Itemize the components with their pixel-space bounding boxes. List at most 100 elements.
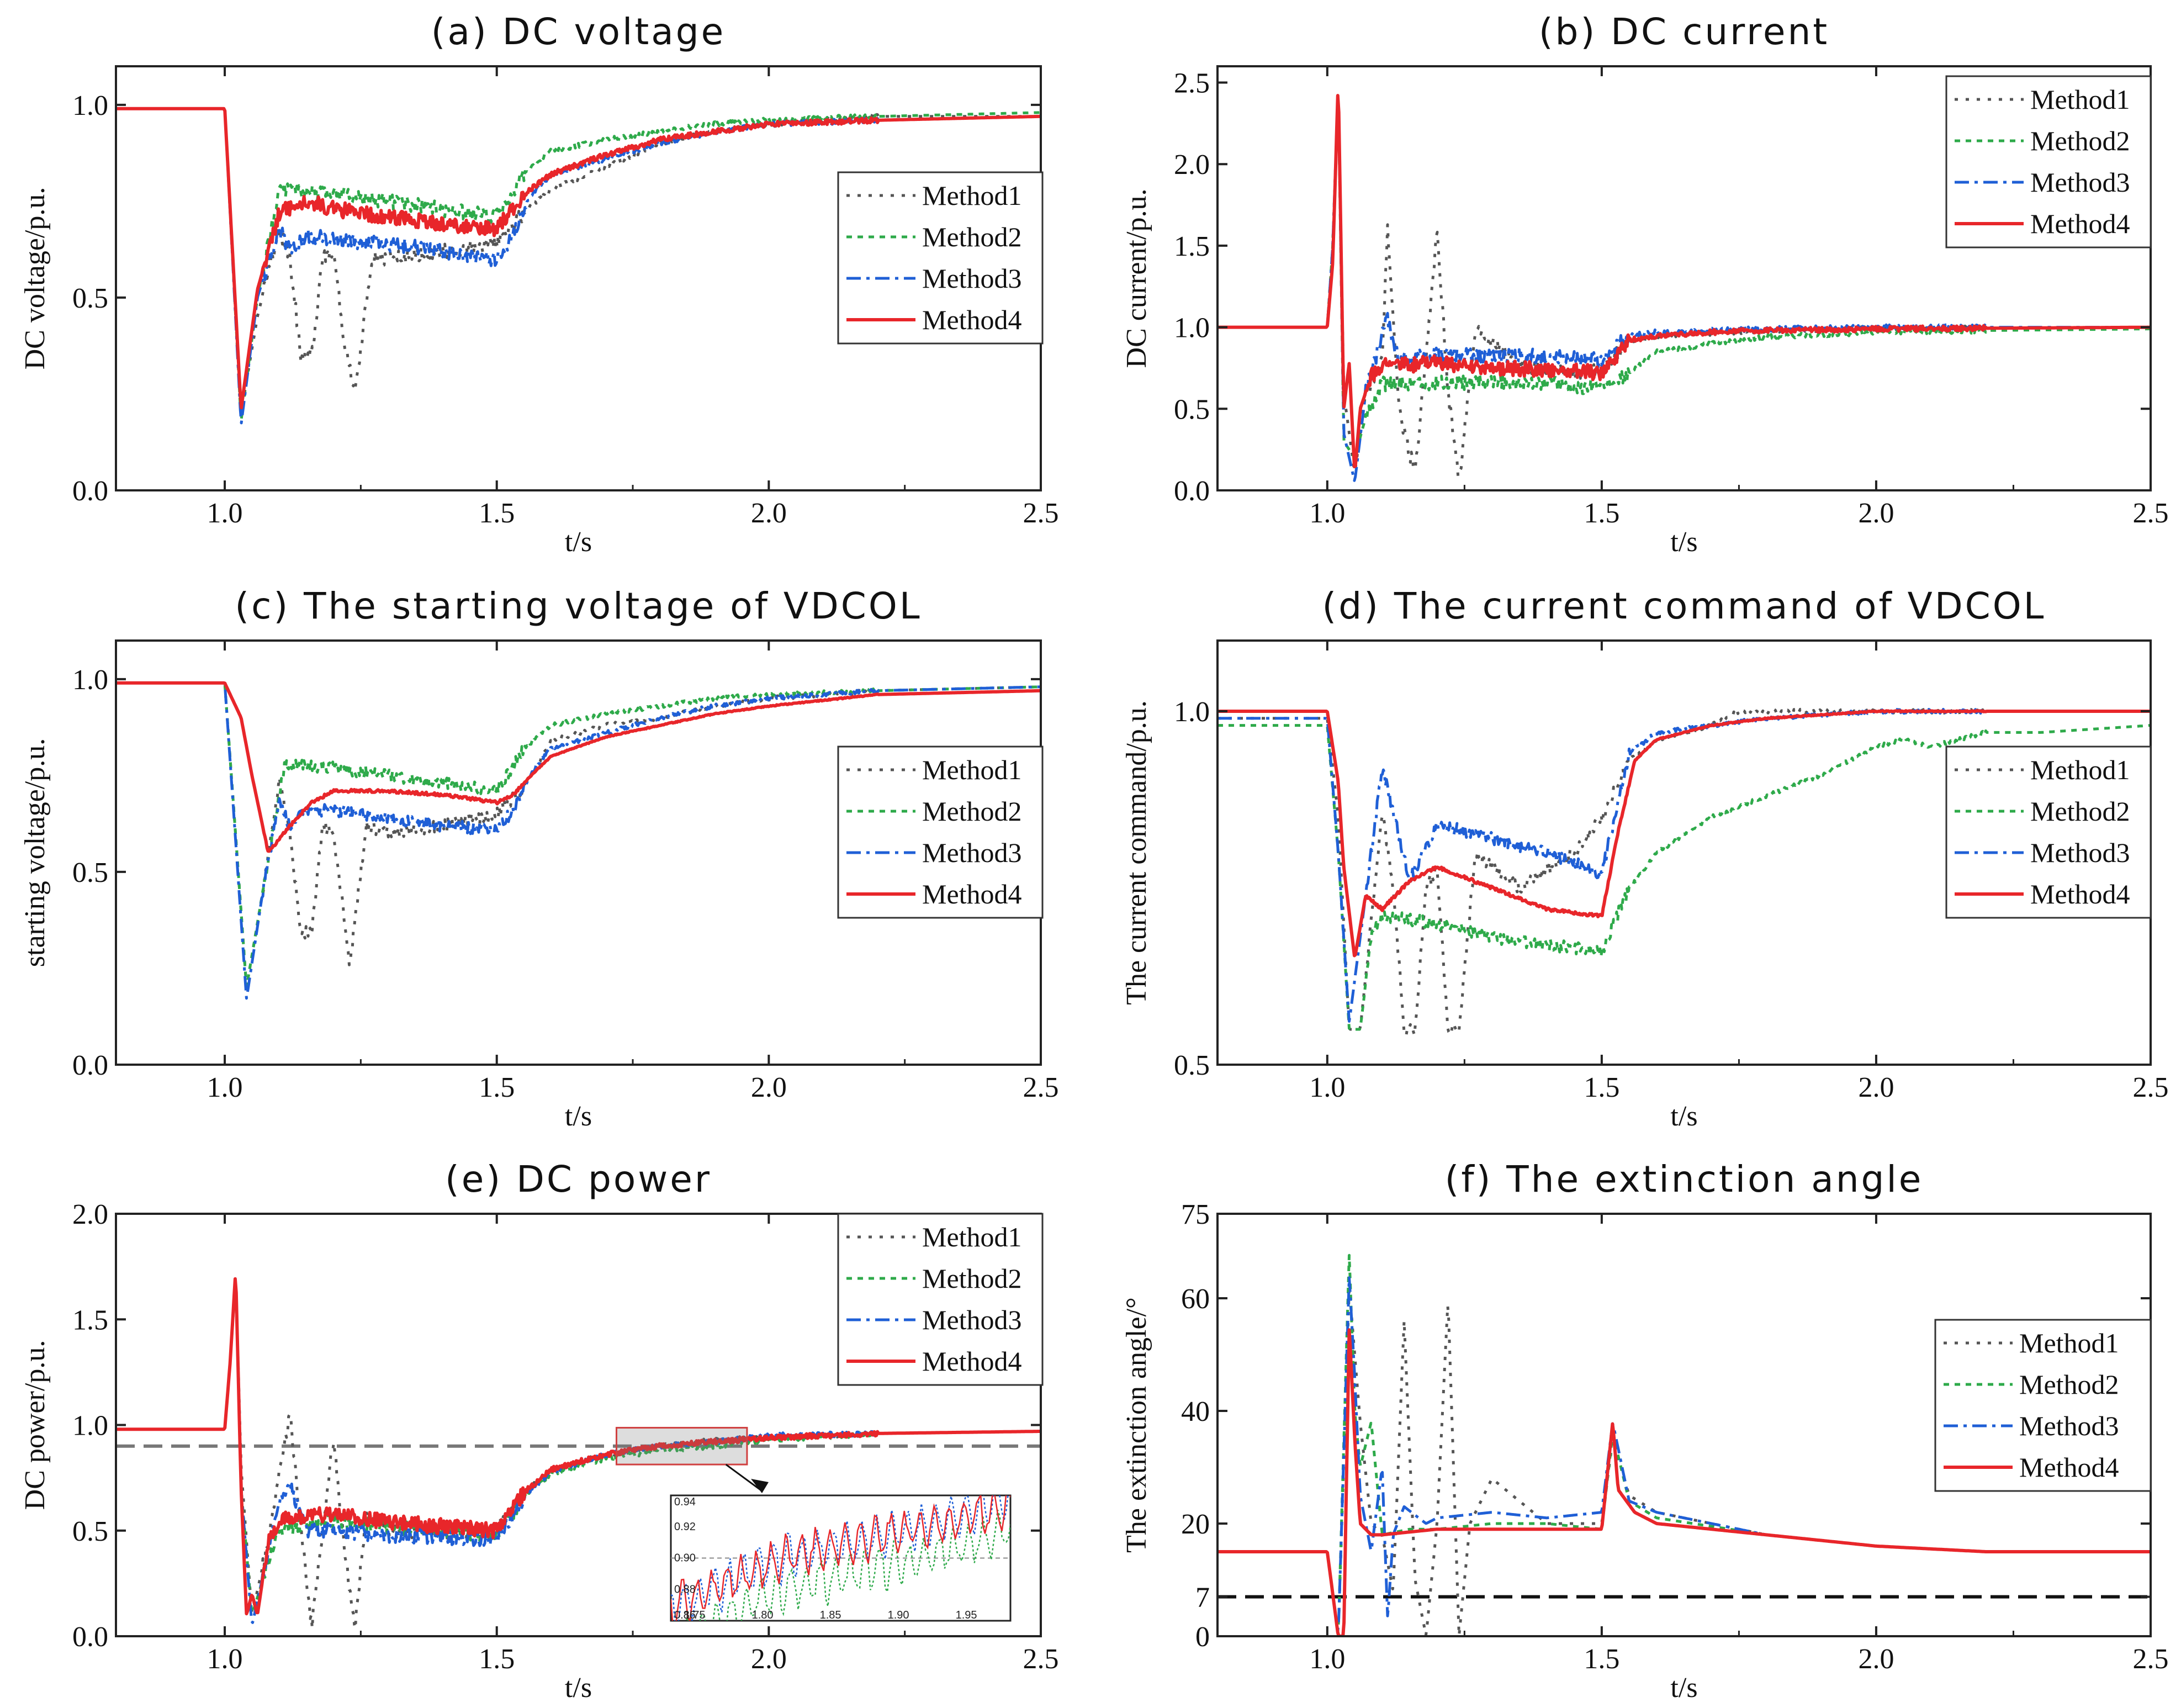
legend-box	[837, 171, 1044, 345]
x-tick-label: 1.0	[207, 1072, 243, 1103]
legend-box	[1945, 745, 2152, 919]
y-tick-label: 20	[1181, 1509, 1210, 1540]
series-group	[1217, 707, 2151, 1037]
x-tick-label: 2.0	[1858, 1072, 1894, 1103]
series-line-method2	[1217, 103, 2151, 459]
legend: Method1 Method2 Method3 Method4	[837, 171, 1044, 345]
series-group	[1217, 94, 2151, 482]
x-tick-label: 2.0	[1858, 1643, 1894, 1675]
x-tick-label: 2.5	[1023, 1072, 1059, 1103]
y-tick-label: 1.0	[72, 90, 108, 121]
y-tick-label: 60	[1181, 1283, 1210, 1315]
legend: Method1 Method2 Method3 Method4	[1934, 1319, 2152, 1492]
y-tick-label: 1.0	[72, 1410, 108, 1442]
y-tick-label: 1.5	[72, 1304, 108, 1336]
chart-e: (e) DC power 1.0 1.5 2.0 2.5 0.0 0.5 1.0 1.5 2.0 t…	[19, 1158, 1059, 1704]
legend-label: Method1	[2030, 84, 2130, 115]
x-tick-label: 1.0	[207, 1643, 243, 1675]
y-axis-label: DC voltage/p.u.	[19, 187, 51, 370]
x-tick-label: 1.5	[1584, 1643, 1619, 1675]
chart-b: (b) DC current 1.0 1.5 2.0 2.5 0.0 0.5 1.0 1.5 2.…	[1121, 10, 2169, 558]
legend-label: Method4	[2030, 879, 2130, 909]
inset-x-tick-label: 1.95	[956, 1609, 977, 1621]
legend: Method1 Method2 Method3 Method4	[1945, 75, 2152, 248]
y-tick-label: 0.5	[1174, 1050, 1210, 1081]
series-line-method1	[116, 107, 1041, 414]
y-tick-label: 2.5	[1174, 68, 1210, 99]
legend-label: Method4	[922, 1346, 1022, 1377]
x-tick-label: 1.0	[207, 498, 243, 529]
legend-label: Method3	[2030, 837, 2130, 868]
legend: Method1 Method2 Method3 Method4	[1945, 745, 2152, 919]
x-tick-label: 1.5	[479, 1643, 515, 1675]
series-line-method4	[1217, 94, 2151, 469]
legend-label: Method2	[922, 221, 1022, 252]
x-tick-label: 2.0	[751, 1643, 787, 1675]
y-tick-label: 40	[1181, 1396, 1210, 1427]
x-axis-label: t/s	[1670, 1101, 1697, 1132]
legend-label: Method1	[922, 1221, 1022, 1252]
series-group	[116, 1277, 1041, 1630]
y-tick-label: 0.0	[72, 1050, 108, 1081]
chart-d: (d) The current command of VDCOL 1.0 1.5 2.…	[1121, 585, 2169, 1132]
x-axis-label: t/s	[1670, 526, 1697, 558]
x-tick-label: 1.0	[1309, 498, 1345, 529]
legend-label: Method2	[922, 796, 1022, 827]
x-axis-label: t/s	[1670, 1672, 1697, 1704]
chart-title: (c) The starting voltage of VDCOL	[235, 585, 922, 627]
legend-label: Method2	[2019, 1369, 2119, 1400]
y-tick-label: 1.0	[1174, 696, 1210, 728]
chart-title: (d) The current command of VDCOL	[1322, 585, 2046, 627]
plot-frame	[1216, 65, 2152, 491]
inset-x-tick-label: 1.85	[820, 1609, 841, 1621]
x-tick-label: 2.5	[2133, 498, 2169, 529]
legend-label: Method2	[2030, 796, 2130, 827]
series-line-method3	[1217, 98, 2151, 482]
inset-y-tick-label: 0.88	[674, 1583, 696, 1595]
legend-label: Method1	[2019, 1328, 2119, 1358]
y-tick-label: 2.0	[72, 1199, 108, 1230]
legend-box	[1934, 1319, 2152, 1492]
series-line-method2	[116, 107, 1041, 421]
series-group	[116, 107, 1041, 425]
legend-label: Method2	[922, 1263, 1022, 1294]
zoom-arrowhead	[751, 1479, 769, 1493]
legend-label: Method4	[922, 879, 1022, 909]
x-axis-label: t/s	[565, 1672, 592, 1704]
series-line-method4	[116, 1277, 1041, 1616]
inset-x-tick-label: 1.90	[888, 1609, 909, 1621]
zoom-arrow	[725, 1463, 763, 1492]
legend-label: Method3	[2019, 1410, 2119, 1441]
x-tick-label: 2.5	[2133, 1072, 2169, 1103]
inset-y-tick-label: 0.94	[674, 1496, 696, 1508]
legend: Method1 Method2 Method3 Method4	[837, 745, 1044, 919]
series-line-method4	[1217, 1328, 2151, 1636]
y-axis-label: DC current/p.u.	[1121, 189, 1152, 368]
legend-label: Method3	[2030, 167, 2130, 198]
y-tick-label: 2.0	[1174, 149, 1210, 181]
y-tick-label: 1.0	[1174, 313, 1210, 344]
legend-box	[837, 745, 1044, 919]
inset-y-tick-label: 0.86	[674, 1609, 696, 1621]
x-tick-label: 2.0	[751, 498, 787, 529]
chart-title: (e) DC power	[445, 1158, 712, 1201]
y-tick-label: 0.5	[72, 283, 108, 314]
x-tick-label: 2.5	[1023, 498, 1059, 529]
series-line-method4	[116, 681, 1041, 853]
y-tick-label: 1.0	[72, 664, 108, 696]
chart-c: (c) The starting voltage of VDCOL 1.0 1.5 2…	[19, 585, 1059, 1132]
y-tick-label: 0.5	[1174, 394, 1210, 425]
x-tick-label: 1.5	[1584, 498, 1619, 529]
inset-x-tick-label: 1.75	[684, 1609, 706, 1621]
legend-label: Method4	[2030, 208, 2130, 239]
series-group	[116, 681, 1041, 1000]
y-axis-label: The extinction angle/°	[1121, 1297, 1152, 1553]
series-line-method2	[1217, 724, 2151, 1031]
y-tick-label: 0.5	[72, 1516, 108, 1547]
legend-label: Method4	[2019, 1452, 2119, 1483]
x-axis-label: t/s	[565, 526, 592, 558]
x-tick-label: 1.0	[1309, 1643, 1345, 1675]
x-tick-label: 2.0	[751, 1072, 787, 1103]
legend-label: Method3	[922, 837, 1022, 868]
